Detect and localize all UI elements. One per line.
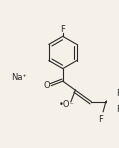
Text: O: O: [43, 81, 50, 90]
Text: F: F: [60, 25, 65, 34]
Text: F: F: [98, 115, 103, 124]
Text: F: F: [116, 105, 119, 114]
Text: Na⁺: Na⁺: [11, 73, 27, 82]
Text: •O⁻: •O⁻: [58, 100, 74, 109]
Text: F: F: [116, 89, 119, 98]
